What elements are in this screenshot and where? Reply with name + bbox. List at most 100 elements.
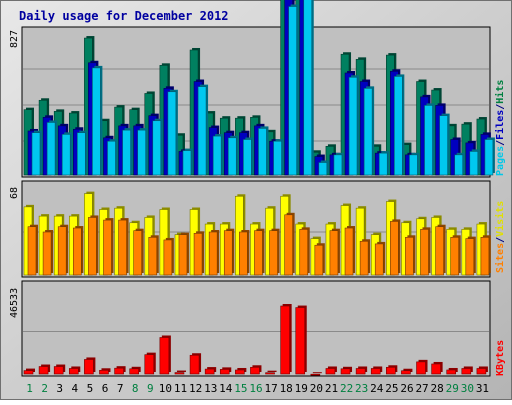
legend-entry: Files bbox=[494, 110, 506, 140]
bar-pages-30-face bbox=[469, 151, 479, 176]
bar-sites-10 bbox=[163, 237, 174, 276]
bar-sites-21-face bbox=[329, 230, 339, 276]
bar-kbytes-13 bbox=[204, 367, 217, 375]
bar-kbytes-26-face bbox=[401, 370, 411, 375]
x-tick-label: 9 bbox=[147, 382, 154, 395]
bar-sites-1-face bbox=[27, 226, 37, 276]
bar-sites-2 bbox=[42, 230, 54, 276]
bar-pages-15-face bbox=[243, 139, 252, 176]
legend: Sites/Visits bbox=[494, 201, 506, 273]
bar-pages-18 bbox=[288, 4, 299, 176]
x-tick-label: 10 bbox=[159, 382, 172, 395]
bar-kbytes-7 bbox=[114, 366, 126, 375]
bar-pages-27-face bbox=[424, 105, 433, 176]
bar-kbytes-19-face bbox=[295, 307, 306, 375]
bar-kbytes-8 bbox=[129, 366, 141, 375]
bar-sites-8-face bbox=[133, 230, 142, 276]
bar-pages-2 bbox=[46, 120, 58, 176]
x-tick-label: 20 bbox=[310, 382, 323, 395]
bar-pages-16-face bbox=[258, 128, 267, 176]
bar-kbytes-26-side bbox=[403, 368, 413, 372]
bar-sites-28 bbox=[435, 224, 446, 276]
bar-sites-26 bbox=[405, 235, 416, 276]
x-tick-label: 19 bbox=[295, 382, 308, 395]
bar-kbytes-24-face bbox=[370, 368, 381, 375]
bar-sites-14-face bbox=[223, 230, 233, 276]
bar-kbytes-22-face bbox=[340, 368, 351, 375]
bar-kbytes-27 bbox=[416, 359, 428, 375]
bar-sites-1 bbox=[27, 224, 38, 276]
bar-kbytes-11 bbox=[174, 370, 186, 375]
x-tick-label: 14 bbox=[219, 382, 233, 395]
x-tick-label: 22 bbox=[340, 382, 353, 395]
bar-sites-9-face bbox=[148, 236, 158, 276]
bar-pages-22 bbox=[348, 75, 360, 176]
bar-pages-24 bbox=[378, 151, 390, 176]
bar-sites-11 bbox=[178, 232, 189, 276]
bar-pages-27 bbox=[424, 103, 435, 176]
bar-pages-8-face bbox=[137, 129, 146, 176]
bar-pages-11 bbox=[182, 148, 193, 176]
bar-sites-13 bbox=[208, 230, 220, 276]
panel-kbytes-background bbox=[21, 280, 491, 377]
bar-sites-4-face bbox=[72, 227, 82, 276]
bar-sites-12 bbox=[193, 231, 205, 276]
bar-kbytes-18-face bbox=[280, 305, 290, 375]
bar-kbytes-6 bbox=[99, 368, 111, 375]
bar-pages-13-face bbox=[212, 135, 222, 176]
bar-kbytes-31-face bbox=[476, 368, 487, 375]
bar-pages-12-face bbox=[197, 86, 207, 176]
x-tick-label: 1 bbox=[26, 382, 33, 395]
x-tick-label: 28 bbox=[431, 382, 444, 395]
x-tick-label: 12 bbox=[189, 382, 202, 395]
bar-sites-7 bbox=[118, 218, 129, 276]
bar-sites-30 bbox=[465, 236, 476, 276]
bar-kbytes-12-face bbox=[189, 354, 200, 375]
x-tick-label: 29 bbox=[446, 382, 459, 395]
bar-kbytes-10 bbox=[159, 335, 171, 375]
panel-kbytes: 46533 KBytes bbox=[9, 280, 506, 377]
bar-sites-18 bbox=[284, 212, 295, 276]
bar-sites-15-face bbox=[239, 231, 248, 276]
bar-sites-24 bbox=[374, 241, 386, 276]
series-sites bbox=[27, 212, 491, 276]
bar-kbytes-4-face bbox=[68, 368, 79, 375]
bar-pages-19-face bbox=[303, 0, 313, 176]
bar-kbytes-2 bbox=[38, 364, 51, 375]
bar-sites-28-face bbox=[435, 226, 444, 276]
bar-pages-21-face bbox=[333, 154, 343, 176]
legend-entry: KBytes bbox=[495, 340, 506, 376]
bar-pages-22-face bbox=[348, 76, 358, 176]
bar-pages-14-face bbox=[227, 137, 237, 176]
x-tick-label: 4 bbox=[72, 382, 79, 395]
bar-sites-17-face bbox=[269, 230, 278, 276]
bar-pages-5 bbox=[92, 65, 103, 176]
bar-kbytes-9-face bbox=[144, 354, 155, 375]
legend-entry: / bbox=[495, 237, 506, 243]
bar-kbytes-4 bbox=[68, 366, 81, 375]
bar-sites-5-face bbox=[88, 217, 97, 276]
bar-kbytes-23 bbox=[355, 366, 368, 375]
y-max-label: 46533 bbox=[9, 288, 20, 318]
bar-kbytes-8-face bbox=[129, 368, 139, 375]
x-tick-label: 25 bbox=[385, 382, 398, 395]
bar-sites-12-face bbox=[193, 233, 203, 276]
bar-pages-4 bbox=[76, 130, 88, 176]
bar-pages-12 bbox=[197, 84, 209, 176]
bar-pages-26-face bbox=[409, 154, 418, 176]
bar-kbytes-1 bbox=[23, 368, 35, 375]
bar-sites-19 bbox=[299, 227, 310, 276]
legend: KBytes bbox=[495, 340, 506, 376]
bar-kbytes-5-face bbox=[84, 359, 94, 375]
x-tick-label: 27 bbox=[415, 382, 428, 395]
bar-pages-20 bbox=[318, 160, 329, 176]
bar-sites-5 bbox=[88, 215, 99, 276]
bar-kbytes-21 bbox=[325, 366, 337, 375]
legend-entry: Visits bbox=[494, 201, 506, 237]
bar-sites-27 bbox=[420, 227, 431, 276]
bar-kbytes-16 bbox=[250, 365, 262, 375]
bar-sites-16 bbox=[254, 228, 265, 276]
series-kbytes bbox=[23, 304, 488, 376]
bar-pages-21 bbox=[333, 152, 344, 176]
bar-kbytes-24 bbox=[370, 366, 383, 375]
